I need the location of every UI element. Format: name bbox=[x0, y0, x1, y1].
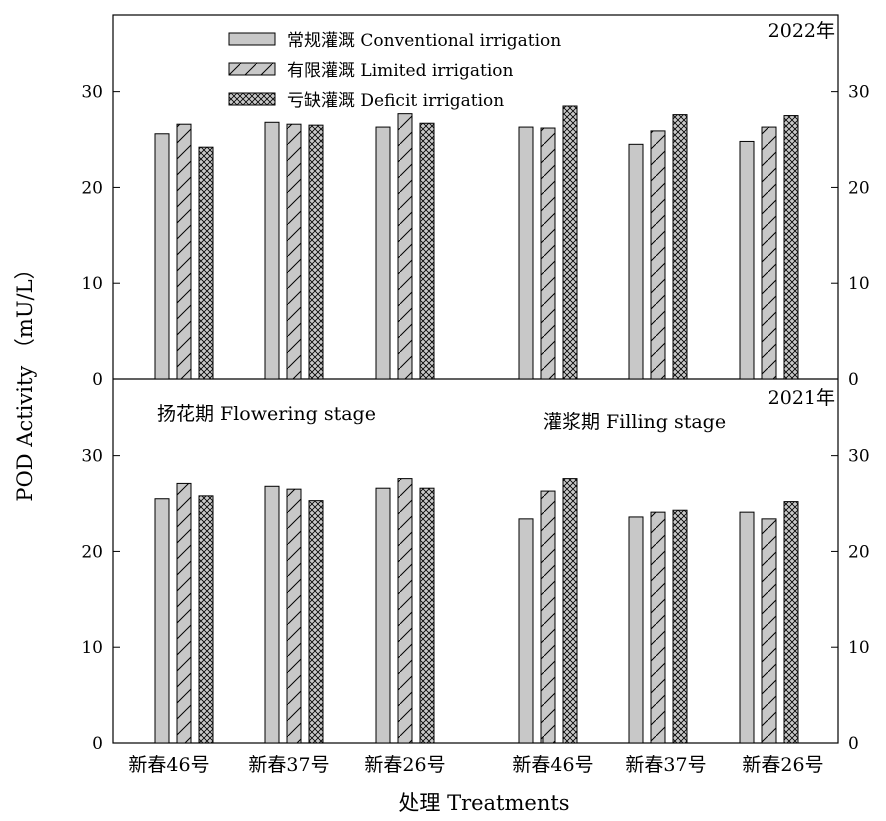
bar bbox=[308, 500, 324, 744]
bar bbox=[672, 114, 688, 380]
y-tick-label-left: 30 bbox=[81, 83, 103, 103]
bar bbox=[783, 115, 799, 380]
category-label: 新春37号 bbox=[625, 754, 706, 776]
y-tick-label-left: 0 bbox=[92, 734, 103, 754]
category-label: 新春26号 bbox=[364, 754, 445, 776]
bar bbox=[198, 146, 214, 380]
bar bbox=[739, 511, 755, 744]
stage-label-filling: 灌浆期 Filling stage bbox=[543, 411, 726, 433]
legend-swatch bbox=[228, 92, 276, 106]
bar bbox=[375, 126, 391, 380]
y-tick-label-right: 0 bbox=[848, 734, 859, 754]
x-axis-title: 处理 Treatments bbox=[398, 791, 569, 815]
bar bbox=[176, 123, 192, 380]
panel-year-label: 2022年 bbox=[768, 20, 835, 42]
y-tick-label-left: 10 bbox=[81, 638, 103, 658]
y-tick-label-right: 0 bbox=[848, 370, 859, 390]
bar bbox=[562, 105, 578, 380]
bar bbox=[198, 495, 214, 744]
bar bbox=[761, 126, 777, 380]
y-tick-label-left: 20 bbox=[81, 178, 103, 198]
category-label: 新春26号 bbox=[742, 754, 823, 776]
panel-year-label: 2021年 bbox=[768, 387, 835, 409]
bar bbox=[761, 518, 777, 744]
category-label: 新春46号 bbox=[128, 754, 209, 776]
bar bbox=[650, 511, 666, 744]
category-label: 新春46号 bbox=[512, 754, 593, 776]
bar bbox=[419, 487, 435, 744]
bar bbox=[518, 126, 534, 380]
stage-label-flowering: 扬花期 Flowering stage bbox=[157, 403, 376, 425]
y-tick-label-right: 20 bbox=[848, 542, 870, 562]
y-axis-title: POD Activity （mU/L） bbox=[13, 258, 37, 501]
legend-label: 亏缺灌溉 Deficit irrigation bbox=[287, 91, 504, 111]
bar bbox=[264, 121, 280, 380]
y-tick-label-left: 0 bbox=[92, 370, 103, 390]
y-tick-label-right: 20 bbox=[848, 178, 870, 198]
y-tick-label-left: 30 bbox=[81, 447, 103, 467]
bar bbox=[540, 127, 556, 380]
legend-swatch bbox=[228, 32, 276, 46]
bar bbox=[540, 490, 556, 744]
bar bbox=[397, 478, 413, 744]
bar bbox=[628, 516, 644, 744]
bar bbox=[419, 122, 435, 380]
legend-label: 有限灌溉 Limited irrigation bbox=[287, 61, 514, 81]
bar bbox=[264, 485, 280, 744]
legend-swatch bbox=[228, 62, 276, 76]
bar bbox=[154, 133, 170, 380]
bar bbox=[518, 518, 534, 744]
legend-label: 常规灌溉 Conventional irrigation bbox=[287, 31, 561, 51]
bar bbox=[562, 478, 578, 744]
bar bbox=[308, 124, 324, 380]
bar bbox=[154, 498, 170, 744]
y-tick-label-right: 10 bbox=[848, 638, 870, 658]
bar bbox=[286, 123, 302, 380]
bar bbox=[628, 143, 644, 380]
bar bbox=[286, 488, 302, 744]
bar bbox=[397, 113, 413, 380]
y-tick-label-left: 20 bbox=[81, 542, 103, 562]
bar bbox=[739, 140, 755, 380]
bar bbox=[375, 487, 391, 744]
bar bbox=[783, 501, 799, 744]
category-label: 新春37号 bbox=[248, 754, 329, 776]
y-tick-label-left: 10 bbox=[81, 274, 103, 294]
y-tick-label-right: 30 bbox=[848, 83, 870, 103]
bar bbox=[672, 509, 688, 744]
bar bbox=[176, 482, 192, 744]
y-tick-label-right: 30 bbox=[848, 447, 870, 467]
y-tick-label-right: 10 bbox=[848, 274, 870, 294]
bar bbox=[650, 130, 666, 380]
